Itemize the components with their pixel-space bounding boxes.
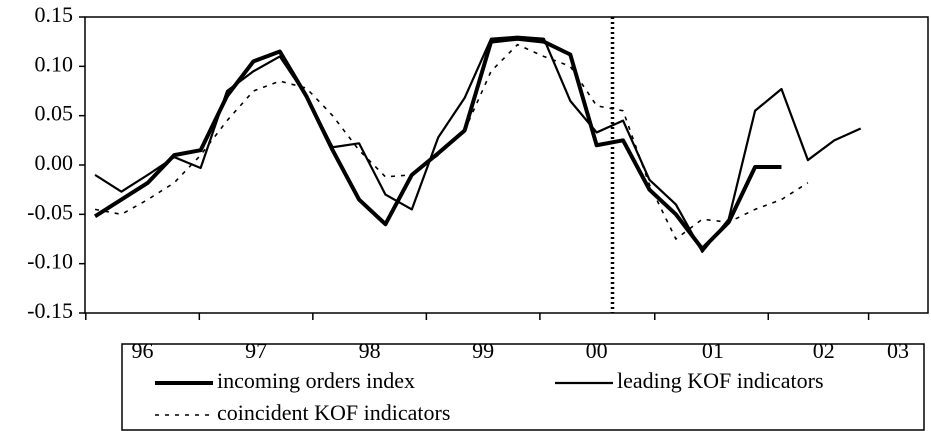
y-tick-label: 0.00 (35, 150, 74, 175)
x-tick-label: 96 (132, 338, 154, 363)
x-tick-label: 97 (245, 338, 267, 363)
series-line (94, 35, 862, 253)
legend-label: coincident KOF indicators (217, 400, 450, 425)
y-tick-label: -0.05 (27, 199, 73, 224)
y-tick-label: 0.05 (35, 101, 74, 126)
y-tick-label: -0.15 (27, 298, 73, 323)
y-tick-label: -0.10 (27, 249, 73, 274)
plot-frame (84, 16, 929, 314)
legend-label: leading KOF indicators (617, 368, 824, 393)
y-tick-label: 0.10 (35, 51, 74, 76)
x-tick-label: 01 (702, 338, 724, 363)
x-tick-label: 02 (813, 338, 835, 363)
series-line (93, 36, 782, 251)
legend-label: incoming orders index (217, 368, 415, 393)
x-tick-label: 99 (472, 338, 494, 363)
series-line (94, 43, 809, 240)
legend-box (121, 343, 925, 431)
x-tick-label: 03 (887, 338, 909, 363)
y-tick-label: 0.15 (35, 2, 74, 27)
x-tick-label: 00 (586, 338, 608, 363)
x-tick-label: 98 (359, 338, 381, 363)
